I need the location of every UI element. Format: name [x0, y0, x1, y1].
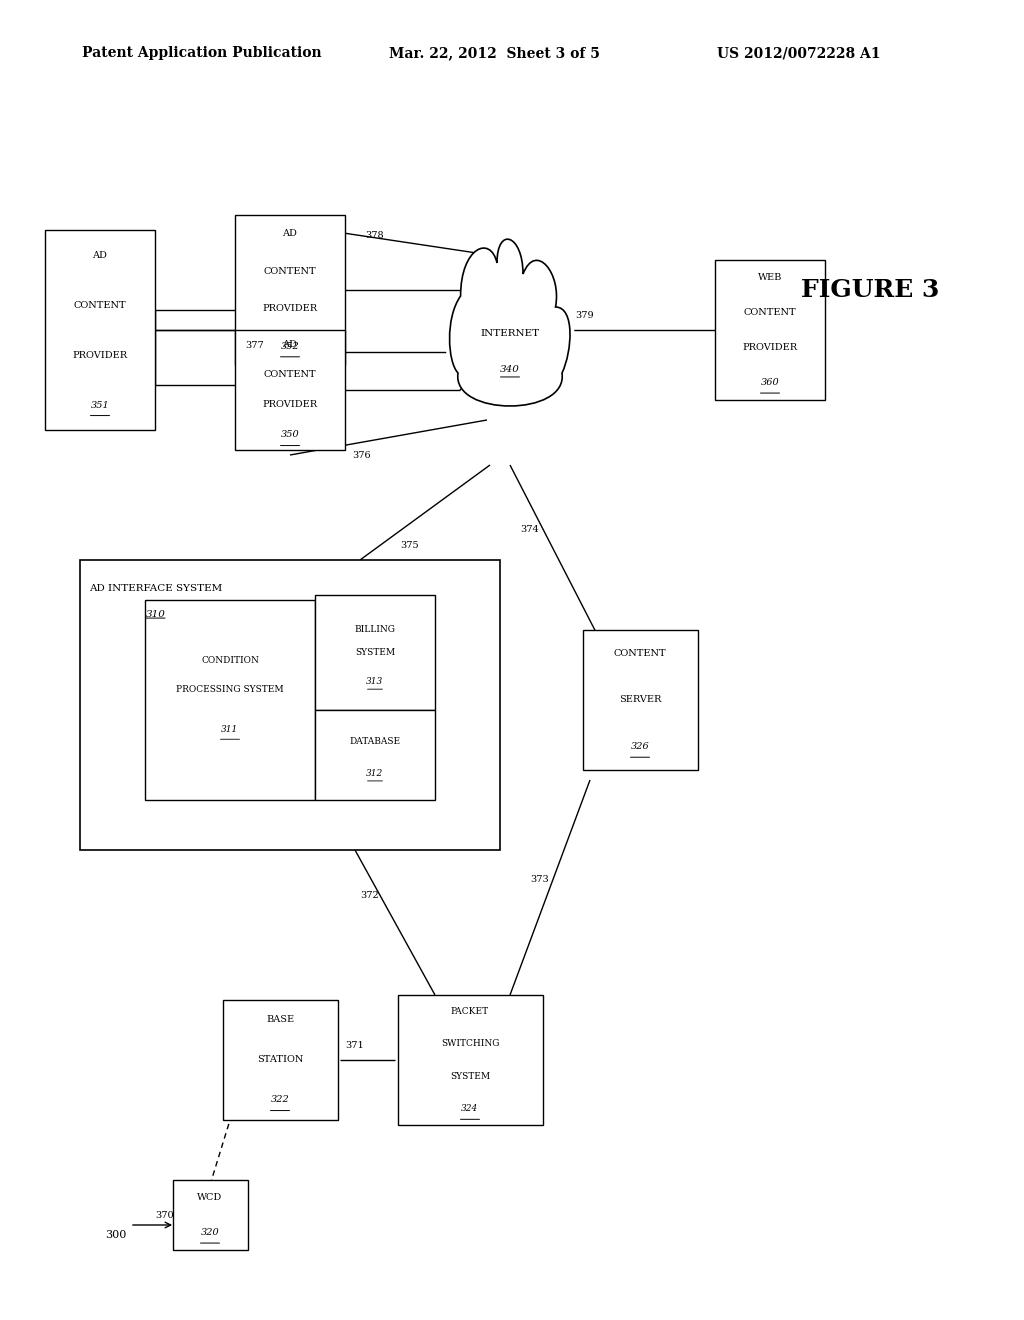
Text: FIGURE 3: FIGURE 3 — [801, 279, 939, 302]
Ellipse shape — [530, 276, 554, 315]
Bar — [715, 260, 825, 400]
Text: STATION: STATION — [257, 1056, 303, 1064]
Text: WCD: WCD — [198, 1193, 222, 1203]
Text: AD: AD — [283, 230, 297, 238]
Ellipse shape — [445, 275, 575, 407]
Text: 360: 360 — [761, 378, 779, 387]
Text: 324: 324 — [462, 1105, 478, 1113]
Text: 312: 312 — [367, 768, 384, 777]
Text: 310: 310 — [145, 610, 166, 619]
Ellipse shape — [497, 246, 523, 289]
Text: 322: 322 — [270, 1096, 290, 1105]
Text: PROCESSING SYSTEM: PROCESSING SYSTEM — [176, 685, 284, 694]
PathPatch shape — [450, 239, 570, 407]
Text: 376: 376 — [352, 450, 371, 459]
Text: PROVIDER: PROVIDER — [262, 400, 317, 409]
Text: CONTENT: CONTENT — [264, 371, 316, 379]
Text: 340: 340 — [500, 364, 520, 374]
Text: 374: 374 — [520, 525, 539, 535]
Text: 379: 379 — [575, 310, 594, 319]
Text: US 2012/0072228 A1: US 2012/0072228 A1 — [717, 46, 881, 61]
Text: 377: 377 — [245, 341, 264, 350]
Bar — [80, 560, 500, 850]
Text: 350: 350 — [281, 430, 299, 440]
Text: 320: 320 — [201, 1228, 219, 1237]
Text: 326: 326 — [631, 742, 649, 751]
Text: BILLING: BILLING — [354, 624, 395, 634]
Text: DATABASE: DATABASE — [349, 737, 400, 746]
Text: PROVIDER: PROVIDER — [73, 351, 128, 359]
Text: 378: 378 — [365, 231, 384, 239]
Text: AD: AD — [92, 251, 108, 260]
Text: SERVER: SERVER — [618, 696, 662, 705]
Text: 313: 313 — [367, 677, 384, 686]
Bar — [315, 710, 435, 800]
Text: 372: 372 — [360, 891, 379, 899]
Bar — [397, 995, 543, 1125]
Text: Mar. 22, 2012  Sheet 3 of 5: Mar. 22, 2012 Sheet 3 of 5 — [389, 46, 600, 61]
Text: PACKET: PACKET — [451, 1007, 489, 1016]
Text: INTERNET: INTERNET — [480, 329, 540, 338]
Text: 375: 375 — [400, 540, 419, 549]
Text: 352: 352 — [281, 342, 299, 351]
Text: AD INTERFACE SYSTEM: AD INTERFACE SYSTEM — [89, 583, 222, 593]
Text: 370: 370 — [155, 1210, 174, 1220]
Text: 371: 371 — [345, 1040, 364, 1049]
Text: CONTENT: CONTENT — [743, 308, 797, 317]
Ellipse shape — [466, 265, 489, 305]
Text: 311: 311 — [221, 726, 239, 734]
Text: 351: 351 — [91, 400, 110, 409]
Text: WEB: WEB — [758, 273, 782, 282]
Text: CONTENT: CONTENT — [74, 301, 126, 309]
Text: CONTENT: CONTENT — [264, 267, 316, 276]
Bar — [45, 230, 155, 430]
Text: SWITCHING: SWITCHING — [440, 1039, 500, 1048]
Bar — [583, 630, 697, 770]
Text: 300: 300 — [105, 1230, 126, 1239]
Bar — [172, 1180, 248, 1250]
Text: SYSTEM: SYSTEM — [450, 1072, 490, 1081]
Text: CONTENT: CONTENT — [613, 649, 667, 657]
Bar — [145, 601, 315, 800]
Bar — [234, 330, 345, 450]
Text: PROVIDER: PROVIDER — [262, 304, 317, 313]
Text: Patent Application Publication: Patent Application Publication — [82, 46, 322, 61]
Bar — [315, 595, 435, 710]
Bar — [234, 215, 345, 366]
Text: PROVIDER: PROVIDER — [742, 343, 798, 352]
Text: BASE: BASE — [266, 1015, 294, 1024]
Bar — [222, 1001, 338, 1119]
Text: AD: AD — [283, 341, 297, 350]
Text: SYSTEM: SYSTEM — [355, 648, 395, 657]
Text: CONDITION: CONDITION — [201, 656, 259, 664]
Text: 373: 373 — [530, 875, 549, 884]
